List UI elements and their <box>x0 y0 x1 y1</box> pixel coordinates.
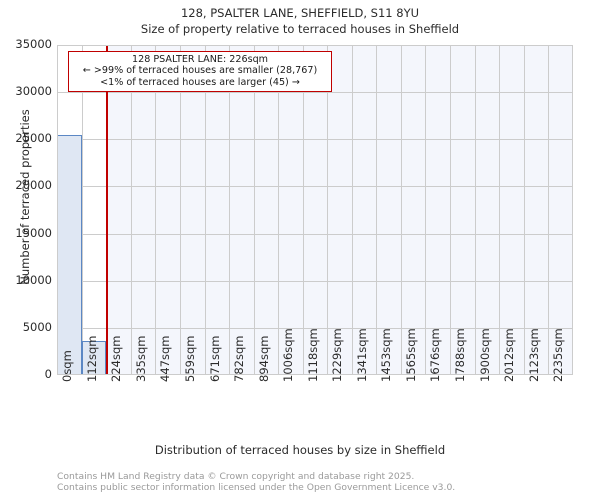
x-axis-tick-label: 1118sqm <box>305 328 320 382</box>
x-axis-tick-label: 1676sqm <box>428 328 443 382</box>
gridline-vertical <box>499 45 501 375</box>
gridline-horizontal <box>57 139 573 141</box>
gridline-vertical <box>253 45 255 375</box>
property-annotation-box: 128 PSALTER LANE: 226sqm ← >99% of terra… <box>68 51 332 93</box>
gridline-vertical <box>302 45 304 375</box>
gridline-vertical <box>130 45 132 375</box>
y-axis-tick-label: 30000 <box>15 84 52 99</box>
title-block: 128, PSALTER LANE, SHEFFIELD, S11 8YU Si… <box>0 5 600 38</box>
gridline-vertical <box>327 45 329 375</box>
chart-subtitle: Size of property relative to terraced ho… <box>140 22 460 36</box>
x-axis-label: Distribution of terraced houses by size … <box>154 443 446 457</box>
annotation-line-2: ← >99% of terraced houses are smaller (2… <box>82 65 318 77</box>
y-axis-tick-label: 20000 <box>15 178 52 193</box>
gridline-vertical <box>155 45 157 375</box>
gridline-vertical <box>179 45 181 375</box>
gridline-horizontal <box>57 186 573 188</box>
x-axis-tick-label: 1229sqm <box>330 328 345 382</box>
x-axis-tick-label: 1006sqm <box>281 328 296 382</box>
gridline-vertical <box>278 45 280 375</box>
x-axis-tick-label: 1565sqm <box>404 328 419 382</box>
gridline-horizontal <box>57 92 573 94</box>
x-axis-tick-label: 782sqm <box>231 335 246 382</box>
gridline-horizontal <box>57 280 573 282</box>
gridline-vertical <box>81 45 83 375</box>
gridline-horizontal <box>57 327 573 329</box>
gridline-vertical <box>523 45 525 375</box>
histogram-bar <box>57 135 82 375</box>
annotation-line-1: 128 PSALTER LANE: 226sqm <box>131 54 269 65</box>
gridline-vertical <box>351 45 353 375</box>
x-axis-tick-label: 112sqm <box>84 335 99 382</box>
gridline-vertical <box>401 45 403 375</box>
footer-line-1: Contains HM Land Registry data © Crown c… <box>57 471 415 482</box>
chart-title: 128, PSALTER LANE, SHEFFIELD, S11 8YU <box>180 6 420 20</box>
y-axis-tick-label: 0 <box>44 367 52 381</box>
x-axis-tick-label: 559sqm <box>182 335 197 382</box>
y-axis-ticks: 0 5000 10000 15000 20000 25000 30000 35000 <box>0 0 52 500</box>
x-axis-tick-label: 671sqm <box>207 335 222 382</box>
y-axis-tick-label: 35000 <box>15 37 52 51</box>
y-axis-tick-label: 10000 <box>15 272 52 287</box>
x-axis-tick-label: 1453sqm <box>379 328 394 382</box>
right-of-marker-region <box>106 45 573 375</box>
gridline-vertical <box>376 45 378 375</box>
x-axis-tick-label: 335sqm <box>133 335 148 382</box>
y-axis-tick-label: 25000 <box>15 131 52 146</box>
gridline-horizontal <box>57 233 573 235</box>
property-marker-line <box>105 45 108 375</box>
x-axis-tick-label: 447sqm <box>158 335 173 382</box>
x-axis-tick-label: 2123sqm <box>526 328 541 382</box>
y-axis-tick-label: 15000 <box>15 225 52 240</box>
x-axis-tick-label: 1900sqm <box>477 328 492 382</box>
x-axis-tick-label: 1788sqm <box>453 328 468 382</box>
footer-line-2: Contains public sector information licen… <box>57 481 456 493</box>
gridline-vertical <box>425 45 427 375</box>
gridline-vertical <box>204 45 206 375</box>
y-axis-tick-label: 5000 <box>22 319 52 334</box>
annotation-line-3: <1% of terraced houses are larger (45) → <box>100 76 300 88</box>
attribution-footer: Contains HM Land Registry data © Crown c… <box>57 471 456 493</box>
x-axis-tick-label: 894sqm <box>256 335 271 382</box>
gridline-vertical <box>474 45 476 375</box>
x-axis-tick-label: 0sqm <box>60 350 74 382</box>
x-axis-tick-label: 2235sqm <box>551 328 566 382</box>
x-axis-tick-label: 1341sqm <box>354 328 369 382</box>
x-axis-tick-label: 224sqm <box>109 335 124 382</box>
x-axis-tick-label: 2012sqm <box>502 328 517 382</box>
plot-area <box>57 45 573 375</box>
gridline-vertical <box>228 45 230 375</box>
y-axis-label: Number of terraced properties <box>18 109 32 285</box>
gridline-vertical <box>548 45 550 375</box>
gridline-vertical <box>450 45 452 375</box>
